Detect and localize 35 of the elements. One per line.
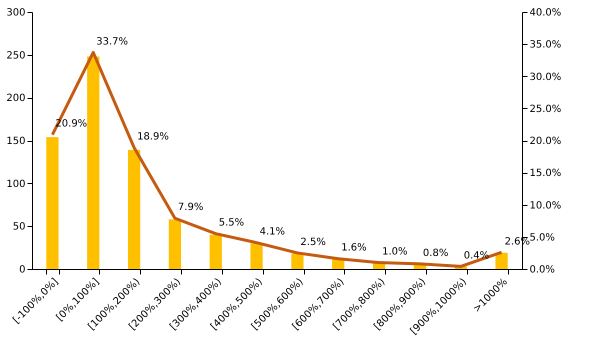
bar (250, 243, 263, 269)
line-series (50, 50, 504, 268)
bar (87, 56, 100, 269)
y2-tick-label: 15.0% (530, 168, 562, 180)
y2-tick-label: 20.0% (530, 136, 562, 147)
y-tick-label: 250 (6, 50, 26, 62)
bar (495, 252, 508, 269)
bar (210, 234, 222, 269)
data-label: 5.5% (218, 218, 244, 229)
bar (291, 254, 304, 269)
data-label: 4.1% (260, 226, 285, 238)
y2-tick-label: 30.0% (530, 72, 562, 83)
y2-tick-label: 10.0% (530, 200, 562, 212)
y2-tick-label: 40.0% (530, 8, 562, 18)
y2-tick-label: 0.0% (530, 264, 555, 276)
bar (128, 150, 140, 269)
y-tick-label: 150 (6, 136, 26, 147)
data-label: 0.8% (422, 248, 448, 259)
data-label: 2.5% (300, 236, 326, 248)
y-tick-label: 50 (12, 222, 26, 233)
data-label: 33.7% (96, 36, 128, 48)
data-label: 1.6% (341, 242, 367, 254)
y-tick-label: 300 (6, 8, 26, 18)
y-tick-label: 0 (19, 264, 26, 276)
bar (168, 219, 182, 269)
bar (46, 137, 59, 269)
y2-tick-label: 5.0% (530, 232, 555, 244)
data-label: 7.9% (178, 202, 204, 214)
data-label: 1.0% (382, 246, 408, 258)
data-label: 18.9% (137, 132, 169, 143)
y-tick-label: 200 (6, 93, 26, 104)
data-label: 0.4% (464, 250, 490, 262)
y2-tick-label: 35.0% (530, 40, 562, 51)
y2-tick-label: 25.0% (530, 104, 562, 115)
y-tick-label: 100 (6, 178, 26, 190)
